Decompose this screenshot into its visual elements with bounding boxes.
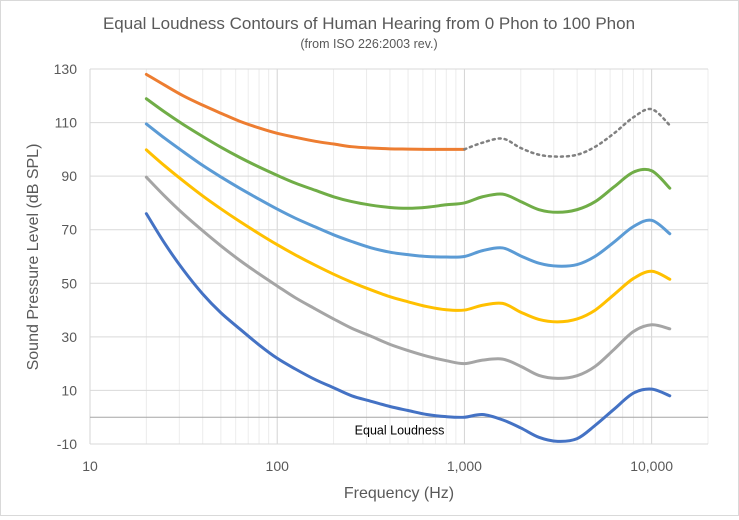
series-line-5 xyxy=(144,72,466,151)
x-tick-label: 10,000 xyxy=(630,458,673,474)
reference-layer: Equal Loudness xyxy=(90,416,708,438)
y-tick-label: 10 xyxy=(61,382,77,398)
series-line-6 xyxy=(463,107,672,158)
y-tick-label: 90 xyxy=(61,168,77,184)
chart-title: Equal Loudness Contours of Human Hearing… xyxy=(103,14,635,33)
y-tick-label: 110 xyxy=(55,115,78,131)
x-tick-label: 100 xyxy=(266,458,290,474)
series-line-2 xyxy=(144,148,672,324)
y-tick-label: 130 xyxy=(54,61,78,77)
x-tick-label: 1,000 xyxy=(447,458,482,474)
series-line-1 xyxy=(144,175,672,380)
y-tick-label: 70 xyxy=(61,222,77,238)
y-tick-label: 50 xyxy=(61,275,77,291)
y-tick-label: 30 xyxy=(61,329,77,345)
x-axis-label: Frequency (Hz) xyxy=(344,485,454,502)
y-axis-label: Sound Pressure Level (dB SPL) xyxy=(25,144,42,371)
series-line-3 xyxy=(144,122,672,268)
x-tick-label: 10 xyxy=(82,458,98,474)
series-line-4 xyxy=(144,97,672,214)
series-layer xyxy=(144,72,672,443)
series-line-0 xyxy=(144,212,672,443)
reference-line-label: Equal Loudness xyxy=(355,424,445,438)
y-tick-label: -10 xyxy=(57,436,77,452)
axis-layer: -10 10 30 50 70 90 110 130 10 100 1,000 10,000 xyxy=(54,61,674,474)
chart-subtitle: (from ISO 226:2003 rev.) xyxy=(300,37,437,51)
